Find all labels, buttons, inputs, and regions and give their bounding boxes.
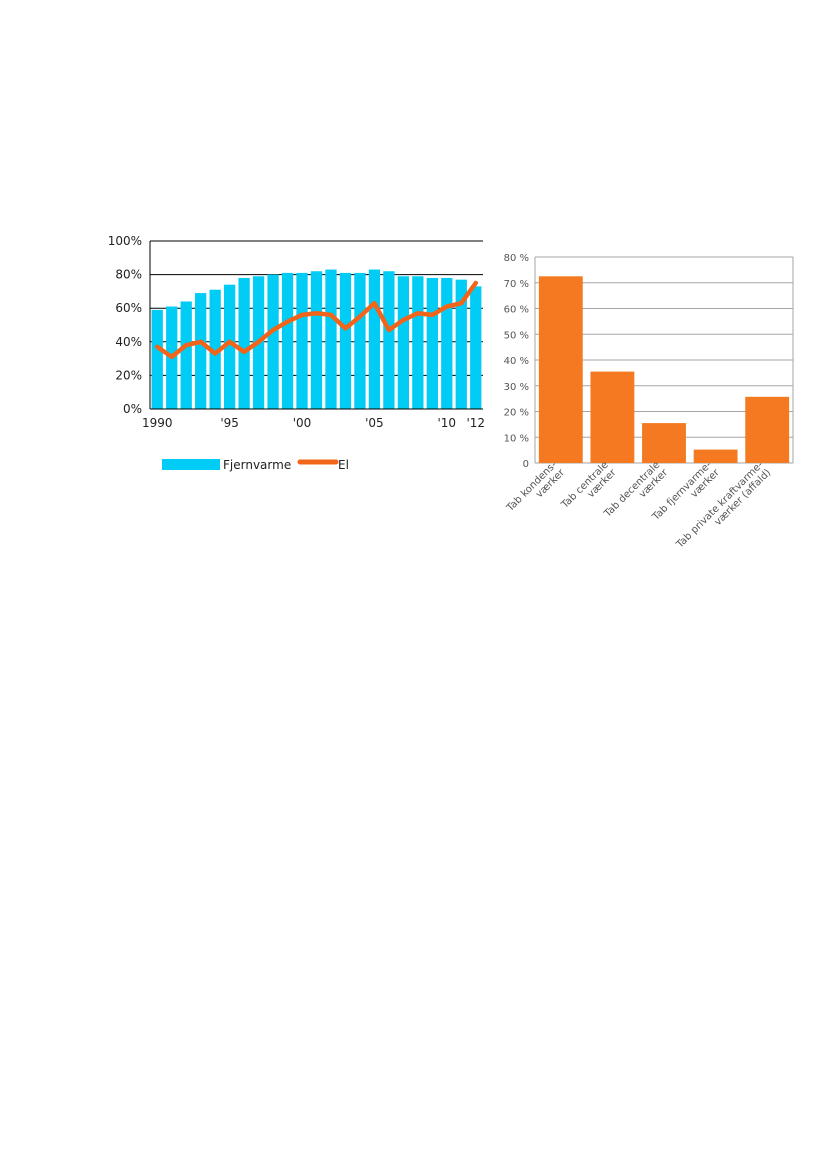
bar-fjernvarme xyxy=(354,272,366,409)
y-tick-label: 20 % xyxy=(504,408,529,419)
category-label-line: Tab private kraftvarme- xyxy=(674,459,766,551)
bar-fjernvarme xyxy=(325,269,337,409)
chart1-bars xyxy=(151,269,482,409)
bar-fjernvarme xyxy=(470,286,482,409)
bar-fjernvarme xyxy=(195,293,207,409)
bar-fjernvarme xyxy=(151,309,163,409)
bar-loss xyxy=(538,276,583,463)
y-tick-label: 20% xyxy=(115,368,142,382)
y-tick-label: 40% xyxy=(115,335,142,349)
bar-loss xyxy=(693,449,738,463)
y-tick-label: 40 % xyxy=(504,356,529,367)
bar-fjernvarme xyxy=(281,272,294,409)
legend-swatch-fjernvarme xyxy=(162,459,220,470)
y-tick-label: 60 % xyxy=(504,305,529,316)
bar-fjernvarme xyxy=(238,277,250,409)
category-label: Tab kondens-værker xyxy=(504,459,567,514)
y-tick-label: 80 % xyxy=(504,253,529,264)
conversion-losses-chart: 0 10 % 20 % 30 % 40 % 50 % 60 % 70 % 80 % Tab ko… xyxy=(504,253,794,551)
bar-fjernvarme xyxy=(412,276,424,409)
chart1-x-tick-labels: 1990 '95 '00 '05 '10 '12 xyxy=(142,416,485,430)
district-heating-electricity-chart: 0% 20% 40% 60% 80% 100% 1990 '95 '00 '05 '10 '12 F… xyxy=(108,234,485,472)
y-tick-label: 60% xyxy=(115,301,142,315)
x-tick-label: '00 xyxy=(293,416,312,430)
y-tick-label: 70 % xyxy=(504,279,529,290)
bar-fjernvarme xyxy=(368,269,381,409)
chart2-bars xyxy=(538,276,790,463)
chart1-line xyxy=(154,280,479,360)
bar-fjernvarme xyxy=(223,284,236,409)
x-tick-label: '95 xyxy=(220,416,239,430)
bar-fjernvarme xyxy=(296,272,308,409)
y-tick-label: 0% xyxy=(123,402,142,416)
y-tick-label: 10 % xyxy=(504,433,529,444)
chart2-y-tick-labels: 0 10 % 20 % 30 % 40 % 50 % 60 % 70 % 80 % xyxy=(504,253,529,470)
bar-fjernvarme xyxy=(426,277,438,409)
bar-fjernvarme xyxy=(397,276,410,409)
bar-fjernvarme xyxy=(339,272,352,409)
y-tick-label: 80% xyxy=(115,268,142,282)
x-tick-label: '10 xyxy=(438,416,457,430)
chart1-legend: Fjernvarme El xyxy=(162,458,349,472)
x-tick-label: '05 xyxy=(365,416,384,430)
category-label: Tab private kraftvarme-værker (affald) xyxy=(674,459,773,551)
bar-fjernvarme xyxy=(383,271,395,409)
bar-loss xyxy=(642,423,686,463)
y-tick-label: 100% xyxy=(108,234,142,248)
bar-fjernvarme xyxy=(455,279,467,409)
bar-fjernvarme xyxy=(441,277,453,409)
chart1-y-tick-labels: 0% 20% 40% 60% 80% 100% xyxy=(108,234,142,416)
bar-fjernvarme xyxy=(310,271,323,409)
y-tick-label: 50 % xyxy=(504,330,529,341)
legend-label-el: El xyxy=(338,458,349,472)
bar-fjernvarme xyxy=(267,274,279,409)
legend-label-fjernvarme: Fjernvarme xyxy=(223,458,291,472)
bar-fjernvarme xyxy=(180,301,192,409)
x-tick-label: 1990 xyxy=(142,416,173,430)
x-tick-label: '12 xyxy=(466,416,485,430)
bar-fjernvarme xyxy=(209,289,221,409)
line-el xyxy=(154,280,479,360)
chart2-axes xyxy=(534,257,794,463)
bar-loss xyxy=(745,396,790,463)
chart1-axes xyxy=(149,241,483,410)
bar-loss xyxy=(590,371,635,463)
y-tick-label: 0 xyxy=(523,459,529,470)
y-tick-label: 30 % xyxy=(504,382,529,393)
